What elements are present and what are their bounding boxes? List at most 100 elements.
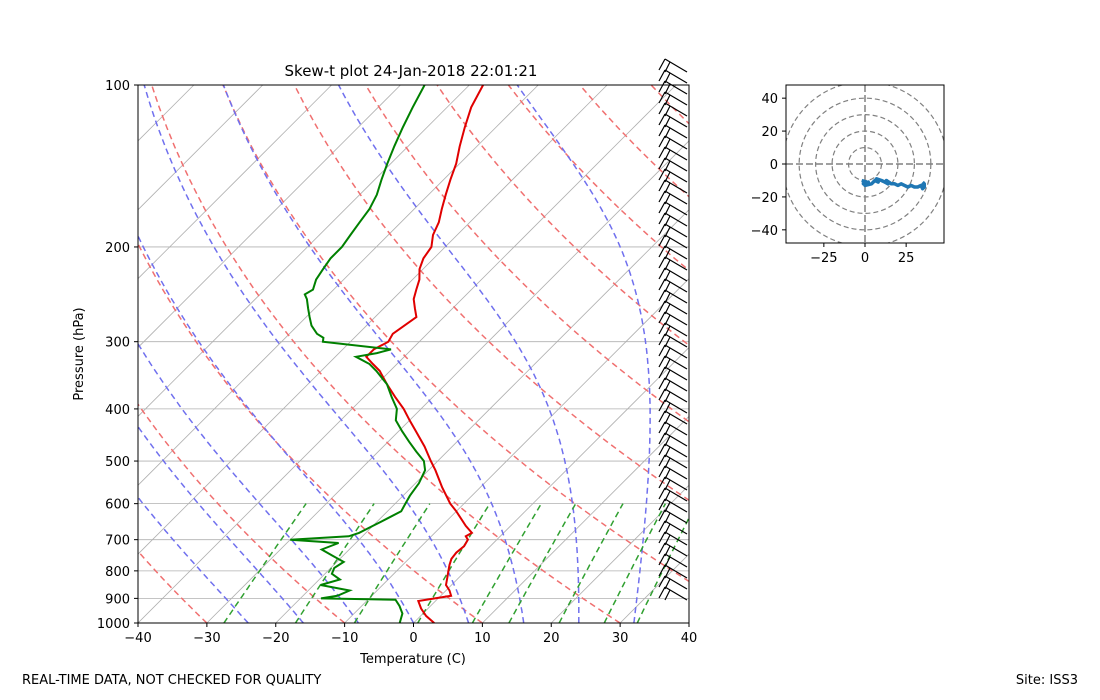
isotherm-line [138, 85, 401, 349]
wind-barb-staff [664, 443, 688, 458]
wind-barb [658, 586, 688, 601]
dry-adiabat-line [150, 85, 621, 623]
isotherm-line [275, 209, 689, 623]
wind-barb-flag [658, 256, 666, 269]
wind-barb [658, 267, 688, 282]
hodograph-trace [861, 177, 927, 191]
wind-barb-staff [664, 146, 688, 161]
wind-barb-flag [664, 325, 671, 337]
wind-barb [658, 498, 688, 513]
wind-barb-flag [664, 204, 671, 216]
wind-barb-flag [658, 465, 666, 478]
wind-barb-flag [658, 410, 666, 423]
wind-barb-flag [658, 509, 666, 522]
wind-barb [658, 69, 688, 84]
wind-barb-staff [664, 498, 688, 513]
isotherm-line [138, 85, 470, 417]
wind-barb-staff [664, 564, 688, 579]
wind-barb-flag [658, 498, 666, 511]
hodograph-x-tick-label: 25 [898, 251, 915, 266]
hodograph-y-tick-label: 20 [761, 125, 778, 140]
hodograph-y-tick-label: 0 [770, 158, 778, 173]
wind-barb-flag [664, 578, 671, 590]
wind-barb-staff [664, 234, 688, 249]
quality-disclaimer: REAL-TIME DATA, NOT CHECKED FOR QUALITY [22, 673, 322, 688]
x-tick-label: 40 [681, 631, 698, 646]
hodograph-line [861, 177, 927, 191]
wind-barb-flag [658, 157, 666, 170]
x-tick-label: 0 [409, 631, 417, 646]
wind-barb-flag [658, 454, 666, 467]
wind-barb-flag [664, 336, 671, 348]
hodograph-panel: −25 0 25 −40 −20 0 20 40 [751, 84, 945, 266]
wind-barb [658, 190, 688, 205]
x-tick-label: 20 [543, 631, 560, 646]
wind-barb-flag [664, 523, 671, 535]
dry-adiabat-line [436, 85, 689, 347]
wind-barb [658, 278, 688, 293]
wind-barb-flag [658, 366, 666, 379]
y-tick-label: 700 [105, 534, 130, 549]
wind-barb-flag [664, 589, 671, 601]
hodograph-y-tick-label: 40 [761, 92, 778, 107]
wind-barb-flag [664, 215, 671, 227]
wind-barb-flag [664, 270, 671, 282]
wind-barb-flag [658, 487, 666, 500]
hodograph-ticks: −25 0 25 −40 −20 0 20 40 [751, 92, 915, 266]
wind-barb [658, 80, 688, 95]
wind-barb-flag [664, 490, 671, 502]
wind-barb-flag [658, 91, 666, 104]
dry-adiabat-line [579, 85, 689, 198]
wind-barb [658, 311, 688, 326]
isotherm-line [688, 622, 689, 623]
wind-barb-flag [664, 292, 671, 304]
x-tick-label: −10 [331, 631, 358, 646]
wind-barb-staff [664, 289, 688, 304]
dry-adiabat-line [222, 85, 689, 583]
wind-barb [658, 135, 688, 150]
y-tick-label: 600 [105, 498, 130, 513]
isotherm-line [138, 85, 677, 623]
wind-barb-staff [664, 322, 688, 337]
wind-barb [658, 146, 688, 161]
dewpoint-profile-line [290, 85, 427, 623]
wind-barb-staff [664, 102, 688, 117]
dry-adiabat-line [138, 242, 483, 623]
wind-barb-flag [658, 432, 666, 445]
wind-barb-flag [658, 476, 666, 489]
wind-barb [658, 124, 688, 139]
wind-barb [658, 443, 688, 458]
wind-barb-flag [664, 149, 671, 161]
isotherm-line [550, 484, 689, 623]
wind-barb [658, 564, 688, 579]
wind-barb-flag [658, 531, 666, 544]
wind-barb-flag [664, 171, 671, 183]
site-label: Site: ISS3 [1015, 673, 1078, 688]
wind-barb-staff [664, 432, 688, 447]
wind-barb-flag [664, 281, 671, 293]
wind-barb-staff [664, 487, 688, 502]
y-tick-label: 300 [105, 336, 130, 351]
wind-barb-staff [664, 157, 688, 172]
wind-barb-staff [664, 69, 688, 84]
wind-barb-staff [664, 509, 688, 524]
wind-barb-staff [664, 58, 688, 73]
wind-barb-flag [664, 347, 671, 359]
wind-barb-flag [658, 333, 666, 346]
wind-barb-staff [664, 80, 688, 95]
wind-barb-flag [664, 116, 671, 128]
wind-barb-staff [664, 311, 688, 326]
wind-barb-flag [658, 124, 666, 137]
wind-barb-flag [658, 179, 666, 192]
wind-barb-staff [664, 190, 688, 205]
y-tick-label: 400 [105, 403, 130, 418]
wind-barb-flag [664, 479, 671, 491]
y-tick-label: 900 [105, 592, 130, 607]
hodograph-x-tick-label: 0 [861, 251, 869, 266]
wind-barb-staff [664, 465, 688, 480]
isotherm-line [138, 85, 539, 486]
wind-barb-flag [658, 575, 666, 588]
wind-barb [658, 212, 688, 227]
wind-barb-flag [664, 160, 671, 172]
wind-barb-flag [664, 127, 671, 139]
